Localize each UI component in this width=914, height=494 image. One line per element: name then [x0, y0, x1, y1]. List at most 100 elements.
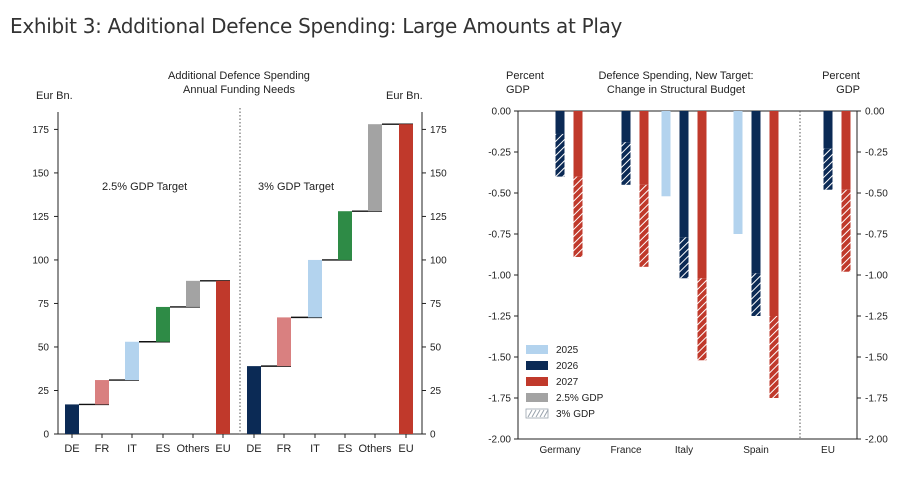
bar-es: [338, 211, 352, 260]
bar-3pct-hatch-2027-france: [639, 184, 649, 267]
y-tick-label: -0.50: [865, 189, 888, 200]
panel-label-3pct: 3% GDP Target: [258, 181, 334, 193]
y-tick-label: 175: [430, 125, 447, 136]
y-tick-label: 50: [430, 342, 442, 353]
x-tick-label: EU: [398, 443, 413, 455]
x-tick-label: ES: [156, 443, 171, 455]
y-tick-label: -1.50: [865, 353, 888, 364]
x-tick-label: Italy: [675, 445, 693, 456]
bar-2027-italy: [697, 111, 707, 279]
y-tick-label: -1.75: [865, 394, 888, 405]
y-tick-label: -0.25: [865, 148, 888, 159]
bar-2025-italy: [661, 111, 671, 197]
x-tick-label: EU: [215, 443, 230, 455]
legend-swatch: [526, 345, 548, 354]
x-tick-label: Spain: [743, 445, 769, 456]
bar-it: [308, 259, 322, 318]
bar-others: [186, 280, 200, 307]
bar-3pct-hatch-2026-spain: [751, 273, 761, 316]
legend-hatch: [531, 409, 537, 418]
y-tick-label: -0.25: [488, 148, 511, 159]
bar-3pct-hatch-2026-france: [621, 142, 631, 185]
legend-hatch: [543, 409, 549, 418]
bar-fr: [277, 317, 291, 367]
legend-label: 2027: [556, 377, 579, 388]
y-tick-label: -1.50: [488, 353, 511, 364]
right-chart-left-y-label-line-1: Percent: [506, 70, 544, 82]
y-tick-label: 150: [32, 168, 49, 179]
right-chart-left-y-label-line-2: GDP: [506, 84, 530, 96]
bar-3pct-hatch-2027-eu: [841, 189, 851, 272]
y-tick-label: -1.75: [488, 394, 511, 405]
y-tick-label: 100: [430, 255, 447, 266]
left-chart-title-line-1: Additional Defence Spending: [168, 70, 310, 82]
y-tick-label: -2.00: [488, 435, 511, 446]
right-y-axis-label: Eur Bn.: [386, 90, 423, 102]
legend-swatch: [526, 377, 548, 386]
bar-3pct-hatch-2026-germany: [555, 133, 565, 177]
y-tick-label: -1.25: [865, 312, 888, 323]
y-tick-label: 100: [32, 255, 49, 266]
legend-label: 3% GDP: [556, 409, 595, 420]
legend-hatch: [535, 409, 541, 418]
legend: 2025 2026 2027 2.5% GDP 3% GDP: [525, 345, 604, 420]
bar-es: [156, 306, 170, 342]
bar-fr: [95, 380, 109, 405]
bar-3pct-hatch-2026-italy: [679, 237, 689, 279]
x-tick-label: Others: [358, 443, 392, 455]
bar-3pct-hatch-2026-eu: [823, 148, 833, 190]
legend-label: 2026: [556, 361, 579, 372]
y-tick-label: 25: [430, 386, 442, 397]
y-tick-label: 0.00: [492, 107, 512, 118]
x-tick-label: IT: [127, 443, 137, 455]
y-tick-label: -0.50: [488, 189, 511, 200]
y-tick-label: -1.25: [488, 312, 511, 323]
right-chart-title-line-2: Change in Structural Budget: [607, 84, 745, 96]
legend-label: 2.5% GDP: [556, 393, 604, 404]
x-tick-label: ES: [338, 443, 353, 455]
structural-budget-chart: Defence Spending, New Target: Change in …: [488, 70, 888, 456]
legend-swatch: [525, 408, 549, 419]
bar-eu: [216, 280, 230, 434]
bar-2026-italy: [679, 111, 689, 238]
bar-de: [247, 366, 261, 434]
x-tick-label: France: [610, 445, 642, 456]
bar-2025-spain: [733, 111, 743, 234]
bar-3pct-hatch-2027-italy: [697, 278, 707, 361]
x-tick-label: EU: [821, 445, 835, 456]
y-tick-label: 150: [430, 168, 447, 179]
x-tick-label: DE: [246, 443, 261, 455]
legend-swatch: [526, 361, 548, 370]
bar-3pct-hatch-2027-germany: [573, 176, 583, 257]
y-tick-label: 0: [43, 430, 49, 441]
x-tick-label: IT: [310, 443, 320, 455]
bar-2027-france: [639, 111, 649, 185]
y-tick-label: -2.00: [865, 435, 888, 446]
y-tick-label: -1.00: [488, 271, 511, 282]
bar-2027-germany: [573, 111, 583, 177]
right-chart-right-y-label-line-2: GDP: [836, 84, 860, 96]
legend-label: 2025: [556, 345, 579, 356]
y-tick-label: -0.75: [865, 230, 888, 241]
x-tick-label: Germany: [539, 445, 580, 456]
y-tick-label: -0.75: [488, 230, 511, 241]
y-tick-label: 0: [430, 430, 436, 441]
right-chart-title-line-1: Defence Spending, New Target:: [598, 70, 753, 82]
y-tick-label: 125: [32, 212, 49, 223]
bar-2026-germany: [555, 111, 565, 134]
bar-it: [125, 341, 139, 381]
bar-eu: [399, 124, 413, 435]
bar-2027-spain: [769, 111, 779, 316]
legend-swatch: [526, 393, 548, 402]
bar-2027-eu: [841, 111, 851, 190]
bar-3pct-hatch-2027-spain: [769, 316, 779, 398]
bar-2026-spain: [751, 111, 761, 274]
y-tick-label: 50: [38, 342, 50, 353]
bar-de: [65, 404, 79, 434]
funding-needs-chart: Additional Defence Spending Annual Fundi…: [32, 70, 447, 455]
y-tick-label: 25: [38, 386, 50, 397]
y-tick-label: 0.00: [865, 107, 885, 118]
y-tick-label: 75: [430, 299, 442, 310]
bar-others: [368, 124, 382, 212]
bar-2026-france: [621, 111, 631, 143]
